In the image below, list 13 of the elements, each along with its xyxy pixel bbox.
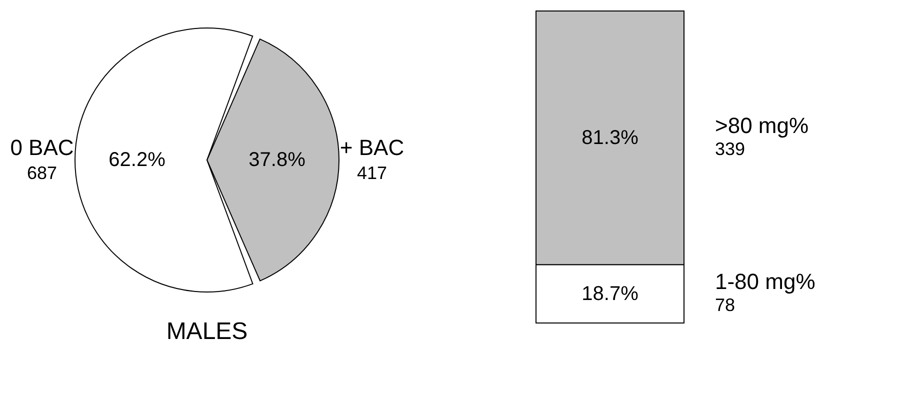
text: 417 [356,162,388,183]
data-label: 62.2% [108,149,166,172]
slice-label: + BAC [340,134,404,160]
text: 339 [715,138,746,159]
data-label: 18.7% [582,282,639,305]
text: 78 [715,294,736,315]
data-label: 81.3% [582,126,639,149]
text: MALES [166,318,248,345]
text: 687 [26,163,58,184]
slice-label: 0 BAC [10,135,74,160]
series-label: 1-80 mg% [715,268,816,294]
data-label: 37.8% [248,148,306,171]
series-label: >80 mg% [715,112,809,138]
